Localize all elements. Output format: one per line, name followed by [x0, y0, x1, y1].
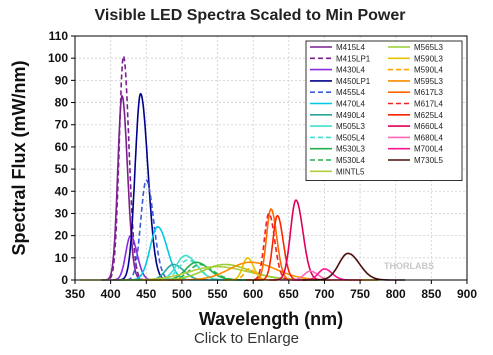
y-tick-label: 110 [49, 29, 69, 43]
axes: 350 400 450 500 550 600 650 700 750 800 850 900 0 10 2… [48, 29, 477, 301]
legend-label: M680L4 [414, 133, 443, 142]
legend-label: M430L4 [336, 66, 365, 75]
x-axis-label: Wavelength (nm) [199, 309, 343, 329]
legend-label: M730L5 [414, 156, 443, 165]
x-tick-label: 650 [279, 287, 299, 301]
x-tick-label: 600 [243, 287, 263, 301]
legend-label: M505L4 [336, 133, 365, 142]
x-tick-label: 700 [314, 287, 334, 301]
x-tick-label: 850 [421, 287, 441, 301]
legend-label: M415LP1 [336, 54, 371, 63]
legend-label: M470L4 [336, 100, 365, 109]
legend-label: MINTL5 [336, 167, 365, 176]
legend-label: M565L3 [414, 43, 443, 52]
x-tick-label: 400 [101, 287, 121, 301]
y-tick-label: 90 [55, 73, 69, 87]
legend-label: M530L3 [336, 145, 365, 154]
legend-label: M700L4 [414, 145, 443, 154]
legend-label: M490L4 [336, 111, 365, 120]
legend-label: M530L4 [336, 156, 365, 165]
legend-label: M625L4 [414, 111, 443, 120]
series-line-m660l4 [268, 199, 332, 281]
legend-label: M415L4 [336, 43, 365, 52]
spectra-chart[interactable]: Visible LED Spectra Scaled to Min Power … [0, 0, 493, 330]
legend-label: M505L3 [336, 122, 365, 131]
y-tick-label: 60 [55, 140, 69, 154]
legend-label: M450LP1 [336, 77, 371, 86]
legend-label: M660L4 [414, 122, 443, 131]
y-tick-label: 20 [55, 229, 69, 243]
y-tick-label: 30 [55, 206, 69, 220]
legend-label: M595L3 [414, 77, 443, 86]
y-tick-label: 100 [48, 51, 68, 65]
x-tick-label: 900 [457, 287, 477, 301]
plot-frame [74, 35, 468, 281]
y-tick-label: 0 [61, 273, 68, 287]
x-tick-label: 350 [65, 287, 85, 301]
series-line-m415l4 [100, 95, 150, 281]
x-tick-label: 550 [208, 287, 228, 301]
x-tick-label: 450 [136, 287, 156, 301]
legend: M415L4 M415LP1 M430L4 M450LP1 M455L4 M470L4 M4… [305, 40, 463, 182]
y-tick-label: 10 [55, 251, 69, 265]
chart-title: Visible LED Spectra Scaled to Min Power [95, 7, 406, 24]
x-tick-label: 750 [350, 287, 370, 301]
y-tick-label: 40 [55, 184, 69, 198]
x-tick-label: 500 [172, 287, 192, 301]
legend-label: M617L3 [414, 88, 443, 97]
enlarge-link[interactable]: Click to Enlarge [193, 330, 300, 347]
legend-box [305, 40, 463, 182]
x-tick-label: 800 [386, 287, 406, 301]
y-tick-label: 80 [55, 96, 69, 110]
thorlabs-watermark: THORLABS [384, 261, 434, 271]
y-tick-label: 50 [55, 162, 69, 176]
legend-label: M617L4 [414, 100, 443, 109]
y-tick-label: 70 [55, 118, 69, 132]
legend-label: M455L4 [336, 88, 365, 97]
series-line-m590l4 [224, 268, 279, 281]
legend-label: M590L4 [414, 66, 443, 75]
y-axis-label: Spectral Flux (mW/nm) [9, 60, 29, 255]
legend-label: M590L3 [414, 54, 443, 63]
